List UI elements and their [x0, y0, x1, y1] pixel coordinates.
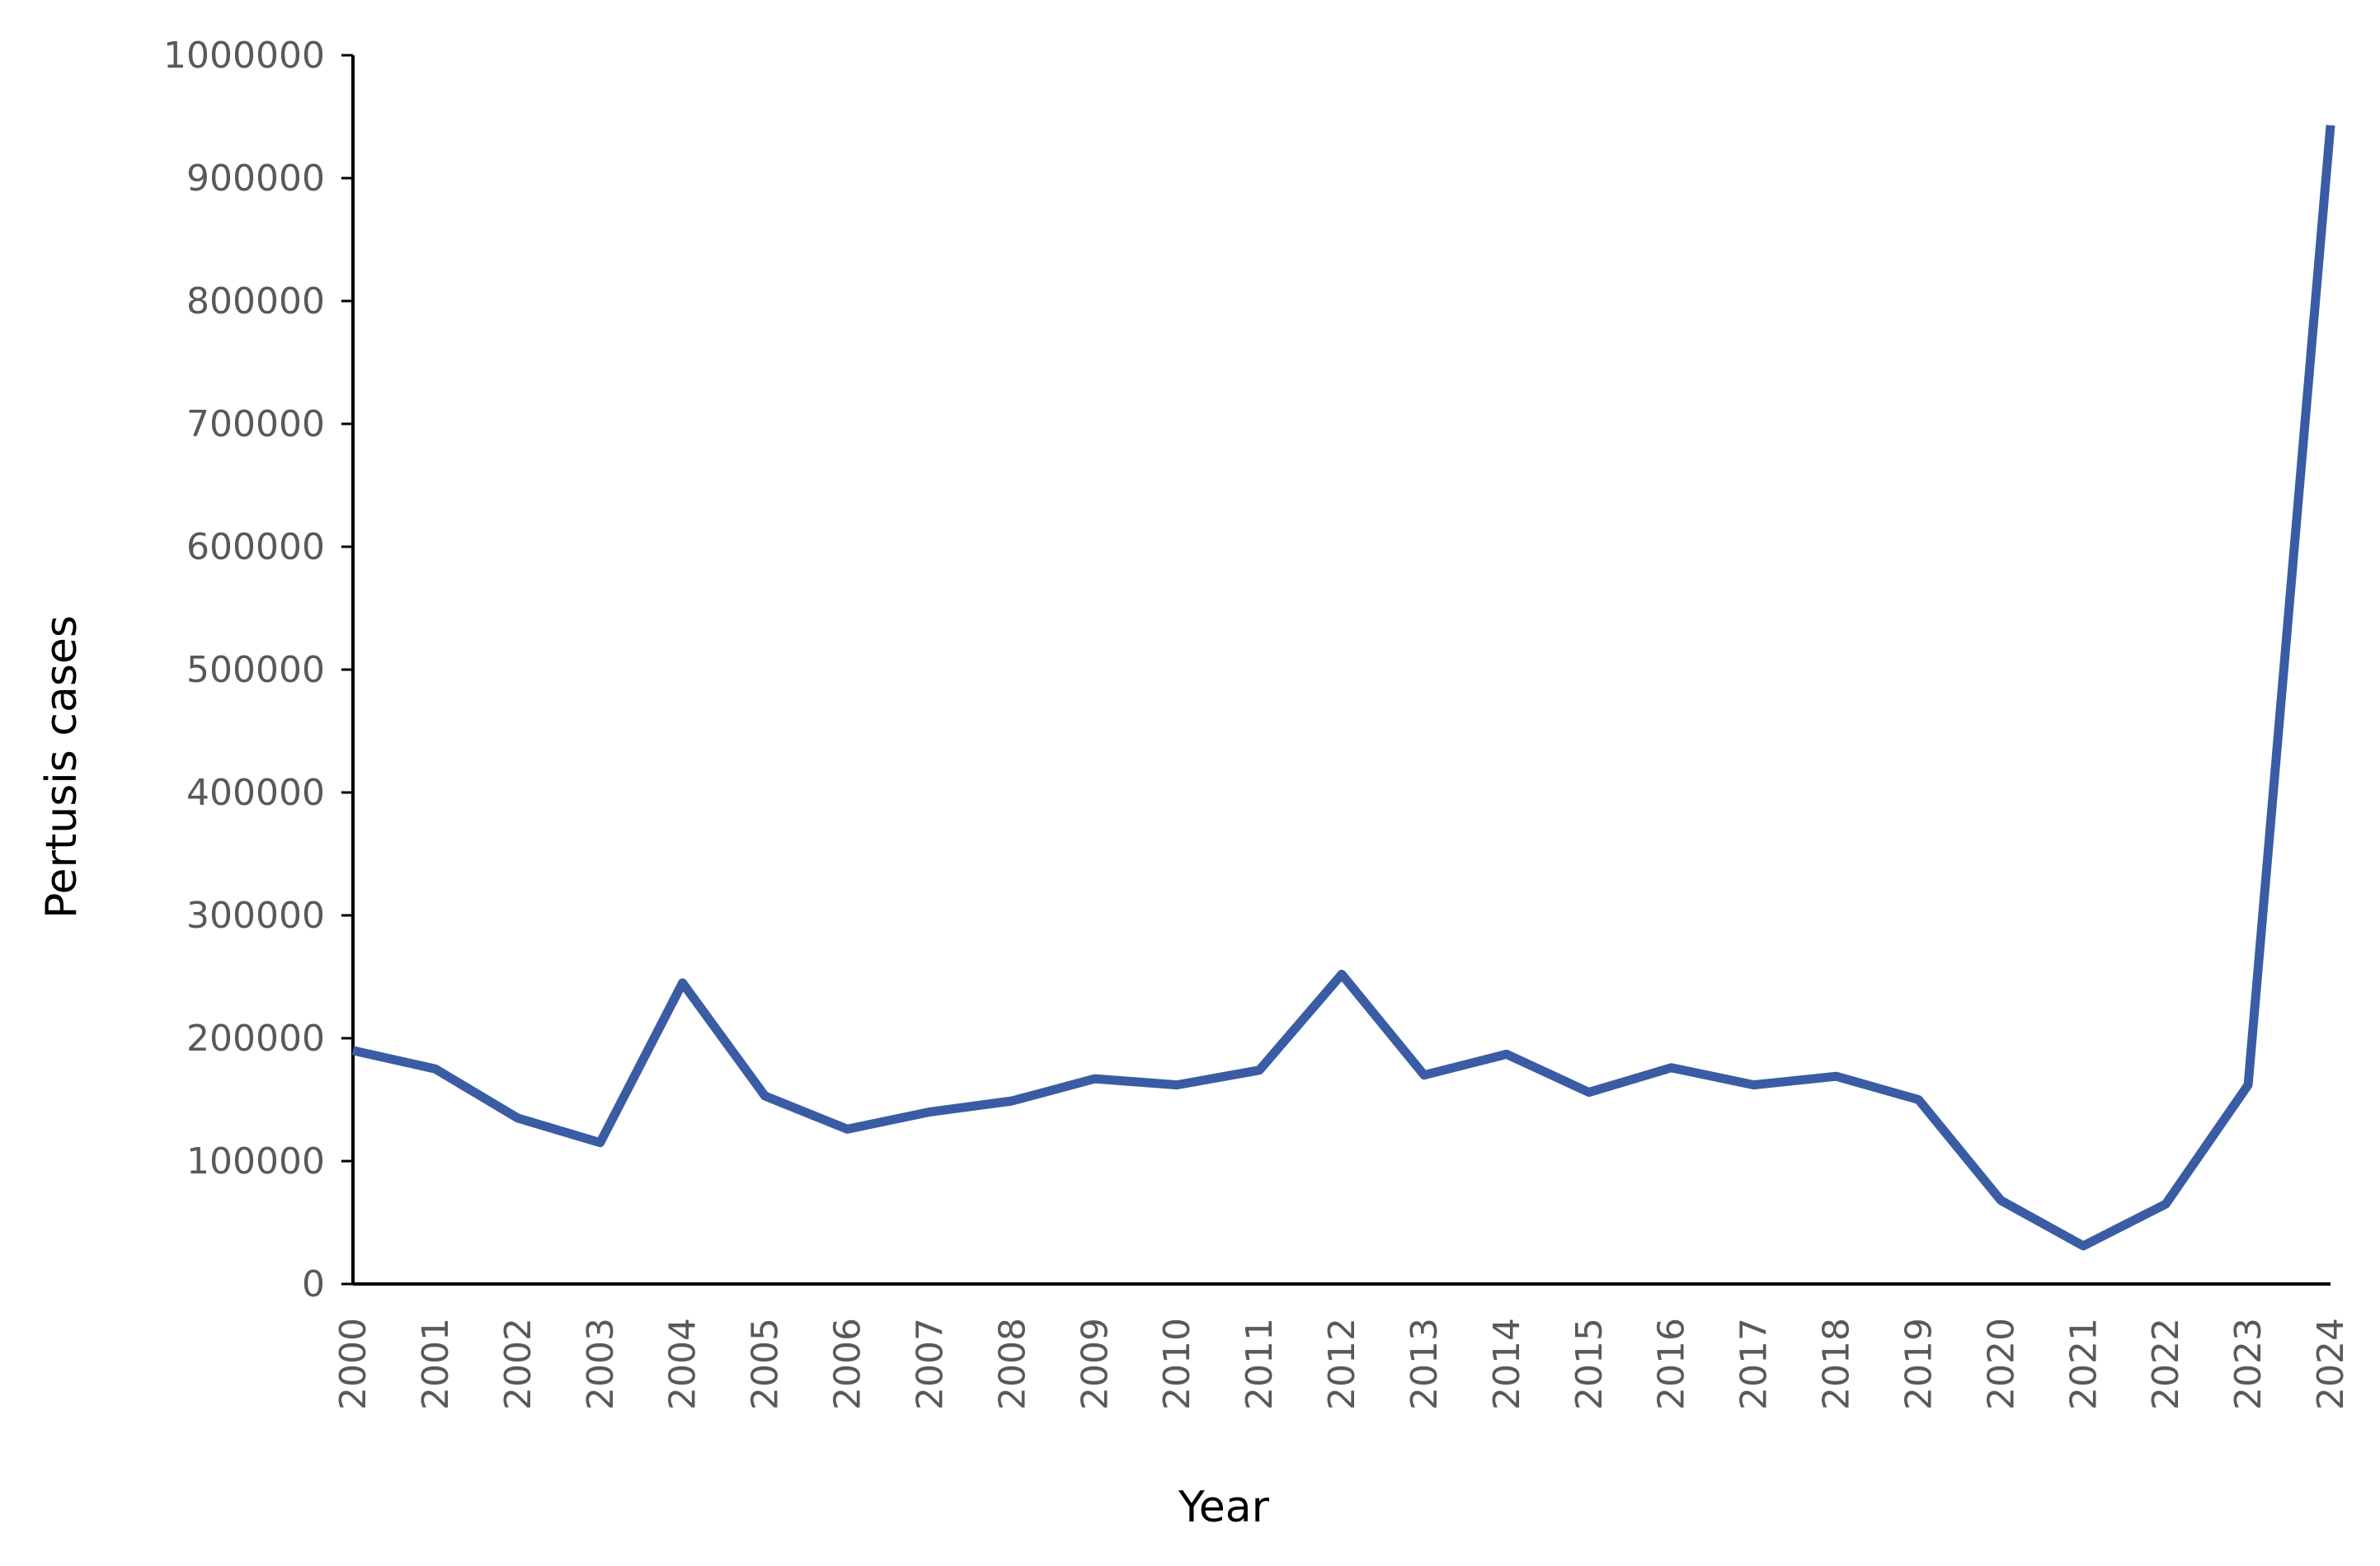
y-tick-label: 1000000: [163, 35, 325, 77]
x-tick-label: 2006: [827, 1318, 869, 1410]
y-tick-label: 900000: [186, 158, 325, 200]
y-tick-label: 300000: [186, 895, 325, 937]
y-tick-label: 500000: [186, 649, 325, 691]
y-tick-label: 0: [302, 1263, 325, 1305]
y-tick-label: 400000: [186, 772, 325, 814]
y-tick-label: 700000: [186, 403, 325, 445]
x-tick-label: 2020: [1980, 1318, 2022, 1410]
x-tick-label: 2008: [991, 1318, 1033, 1410]
x-tick-label: 2023: [2227, 1318, 2269, 1410]
x-tick-label: 2003: [580, 1318, 622, 1410]
y-tick-label: 100000: [186, 1140, 325, 1183]
x-tick-label: 2002: [497, 1318, 539, 1410]
y-axis-title: Pertusis cases: [37, 615, 87, 919]
x-tick-label: 2001: [415, 1318, 457, 1410]
x-tick-label: 2012: [1321, 1318, 1363, 1410]
x-tick-label: 2000: [332, 1318, 374, 1410]
x-tick-label: 2016: [1651, 1318, 1693, 1410]
x-tick-label: 2017: [1733, 1318, 1776, 1410]
y-tick-label: 800000: [186, 280, 325, 322]
x-tick-label: 2004: [662, 1318, 704, 1410]
x-tick-label: 2019: [1898, 1318, 1940, 1410]
y-tick-label: 200000: [186, 1018, 325, 1060]
x-tick-label: 2022: [2145, 1318, 2187, 1410]
x-tick-label: 2005: [745, 1318, 787, 1410]
x-tick-label: 2013: [1404, 1318, 1446, 1410]
x-tick-label: 2024: [2310, 1318, 2352, 1410]
x-tick-label: 2015: [1569, 1318, 1611, 1410]
x-tick-label: 2007: [909, 1318, 951, 1410]
y-tick-label: 600000: [186, 526, 325, 568]
x-tick-label: 2010: [1156, 1318, 1198, 1410]
data-line: [351, 125, 2335, 1251]
x-tick-label: 2011: [1239, 1318, 1281, 1410]
x-tick-label: 2014: [1486, 1318, 1528, 1410]
x-tick-label: 2021: [2063, 1318, 2105, 1410]
x-axis-title: Year: [1178, 1483, 1270, 1532]
x-tick-label: 2018: [1816, 1318, 1858, 1410]
x-tick-label: 2009: [1074, 1318, 1116, 1410]
